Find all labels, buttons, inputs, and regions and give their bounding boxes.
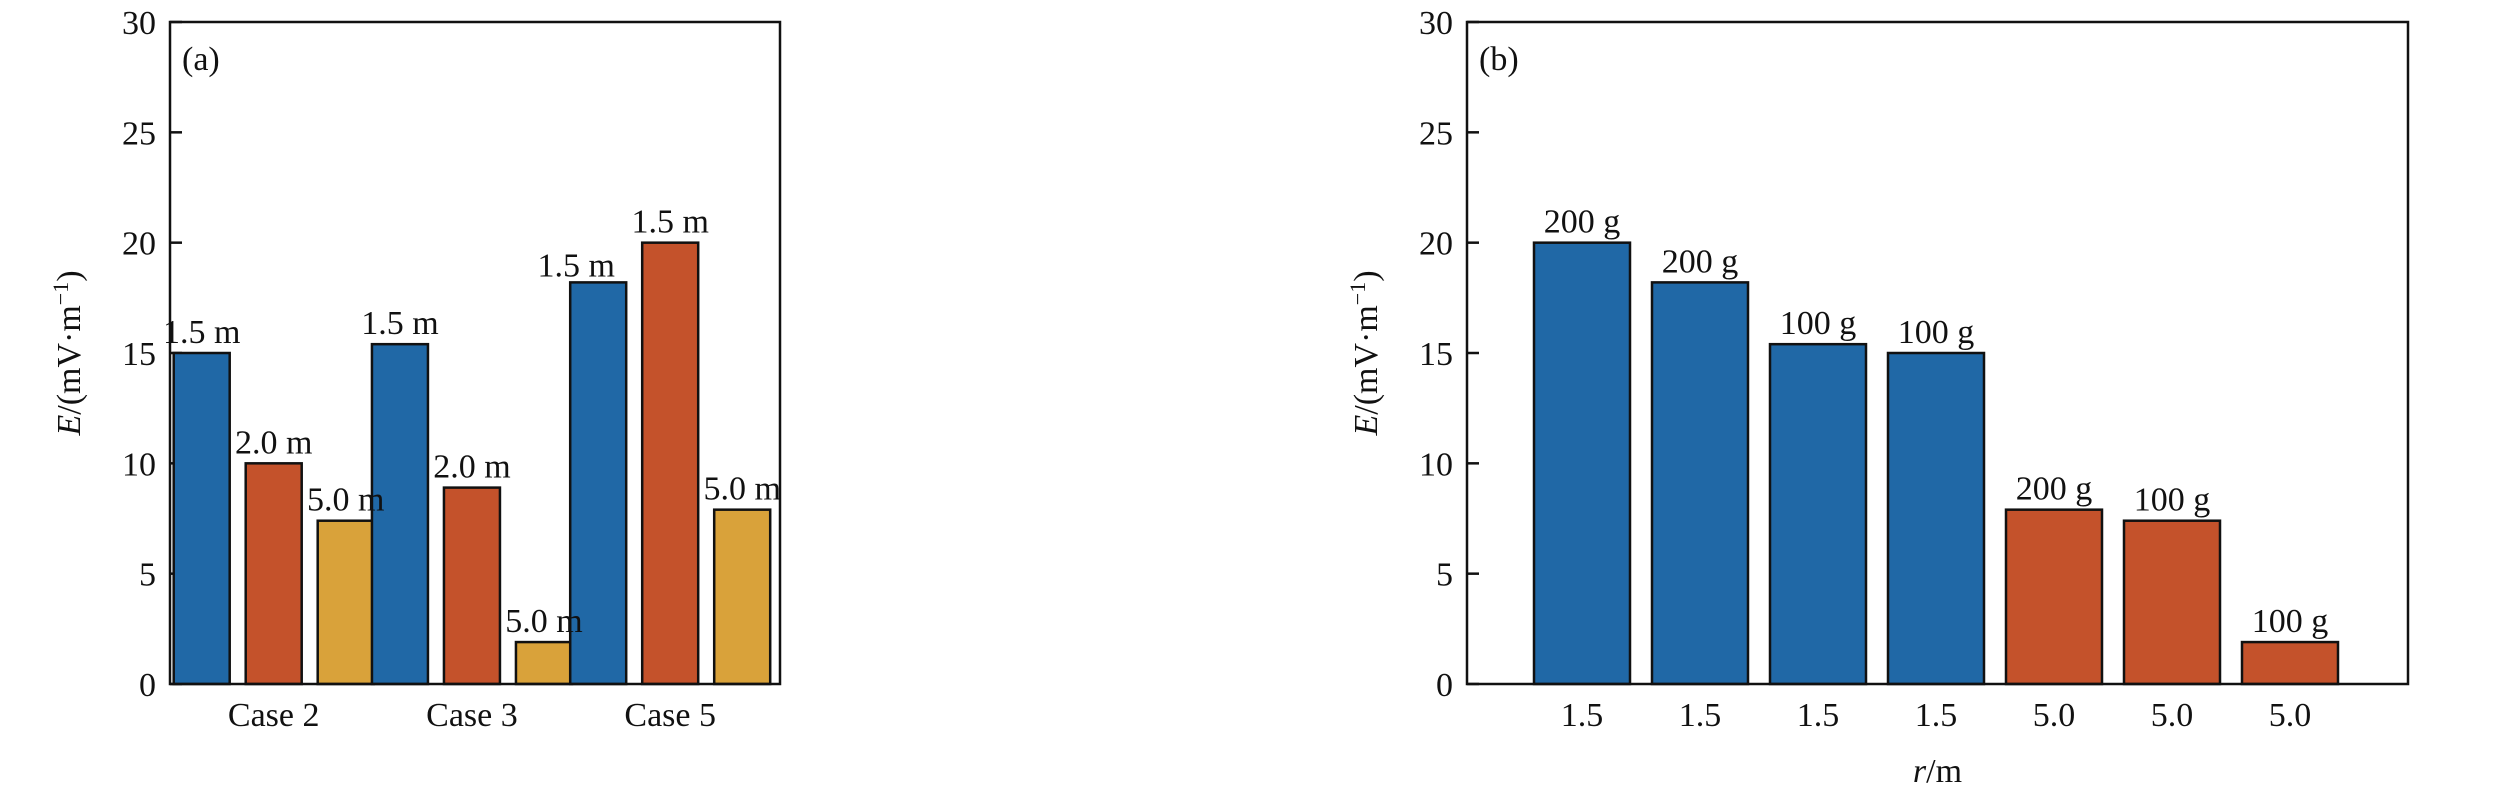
panel-b-xlabel-var: r [1913, 753, 1927, 790]
panel-b-ylabel-sup: −1 [1345, 282, 1370, 305]
panel-b-bars [1532, 241, 2340, 686]
panel-a-label: (a) [182, 41, 220, 78]
panel-a-plot-frame [168, 20, 782, 686]
panel-b-data-label: 200 g [1544, 204, 1621, 241]
panel-a-ylabel-unit: /(mV·m [51, 305, 88, 415]
panel-a-ytick-label: 5 [139, 557, 156, 594]
panel-b-ticks: 0 5 10 15 20 25 30 1.5 1.5 1.5 1.5 5.0 5.0 5.0 [1419, 5, 2311, 734]
panel-a-xtick-label: Case 2 [228, 697, 320, 734]
panel-b-data-label: 200 g [2016, 471, 2093, 508]
panel-a-ytick-label: 10 [122, 446, 156, 483]
panel-a-data-label: 5.0 m [307, 482, 384, 519]
panel-b-plot-frame [1465, 20, 2410, 686]
panel-a-y-axis-label: E/(mV·m−1) [48, 270, 88, 436]
panel-b-ylabel-unit: /(mV·m [1348, 305, 1385, 415]
panel-a-data-label: 5.0 m [703, 471, 780, 508]
panel-b-data-labels: 200 g 200 g 100 g 100 g 200 g 100 g 100 g [1544, 204, 2329, 640]
panel-b-bar [1650, 281, 1750, 686]
panel-a-bar [568, 281, 628, 686]
panel-a-ylabel-var: E [51, 415, 88, 437]
panel-a-data-label: 1.5 m [361, 305, 438, 342]
panel-b-bar [2122, 519, 2222, 686]
panel-b-xtick-label: 5.0 [2269, 697, 2312, 734]
panel-b-xtick-label: 1.5 [1561, 697, 1604, 734]
panel-a-bar [370, 342, 430, 686]
panel-b-xtick-label: 5.0 [2151, 697, 2194, 734]
panel-a-bar [514, 640, 574, 686]
panel-a-ylabel-sup: −1 [48, 282, 73, 305]
panel-a-bar [172, 351, 231, 686]
panel-a-data-label: 1.5 m [631, 204, 708, 241]
panel-a-data-label: 2.0 m [433, 449, 510, 486]
panel-a-data-label: 1.5 m [163, 314, 240, 351]
panel-a-bar [442, 486, 502, 686]
panel-a-xtick-label: Case 3 [426, 697, 518, 734]
panel-a-bar [712, 508, 772, 686]
panel-a-bars [172, 241, 772, 686]
panel-b-bar [2240, 640, 2340, 686]
panel-b-ytick-label: 30 [1419, 5, 1453, 42]
panel-a-data-label: 2.0 m [235, 424, 312, 461]
panel-b-ytick-label: 20 [1419, 226, 1453, 263]
panel-b-y-axis-label: E/(mV·m−1) [1345, 270, 1385, 436]
panel-b-xlabel-unit: /m [1926, 753, 1962, 790]
panel-b-data-label: 100 g [1898, 314, 1975, 351]
panel-a-data-label: 5.0 m [505, 603, 582, 640]
panel-a-bar [640, 241, 700, 686]
panel-b-label: (b) [1479, 41, 1519, 78]
panel-a-ylabel-close: ) [51, 270, 88, 281]
panel-b-ylabel-var: E [1348, 415, 1385, 437]
panel-b-xtick-label: 1.5 [1797, 697, 1840, 734]
panel-a-ytick-label: 0 [139, 667, 156, 704]
panel-b-xtick-label: 1.5 [1915, 697, 1958, 734]
panel-b-bar [2004, 508, 2104, 686]
panel-b-ylabel-close: ) [1348, 270, 1385, 281]
panel-b-data-label: 100 g [1780, 305, 1857, 342]
panel-a-data-labels: 1.5 m 2.0 m 5.0 m 1.5 m 2.0 m 5.0 m 1.5 m 1.5 m… [163, 204, 781, 640]
panel-a-ytick-label: 15 [122, 336, 156, 373]
panel-b-data-label: 200 g [1662, 243, 1739, 280]
panel-b-x-axis-label: r/m [1913, 753, 1962, 790]
panel-b-ytick-label: 0 [1436, 667, 1453, 704]
panel-b-ytick-label: 15 [1419, 336, 1453, 373]
panel-a-ytick-label: 30 [122, 5, 156, 42]
panel-a-ticks: 0 5 10 15 20 25 30 Case 2 Case 3 Case 5 [122, 5, 716, 734]
panel-a-bar [316, 519, 375, 686]
panel-b-ytick-label: 5 [1436, 557, 1453, 594]
panel-b-ytick-label: 25 [1419, 115, 1453, 152]
panel-b-bar [1768, 342, 1868, 686]
panel-a-data-label: 1.5 m [537, 247, 614, 284]
panel-b-bar [1886, 351, 1986, 686]
panel-b-bar [1532, 241, 1632, 686]
panel-a: 0 5 10 15 20 25 30 Case 2 Case 3 Case 5 1.5 m 2.0 … [48, 5, 782, 734]
panel-a-ytick-label: 25 [122, 115, 156, 152]
panel-b-data-label: 100 g [2134, 482, 2211, 519]
panel-b-data-label: 100 g [2252, 603, 2329, 640]
panel-a-bar [244, 462, 303, 686]
panel-b-ytick-label: 10 [1419, 446, 1453, 483]
panel-b-xtick-label: 1.5 [1679, 697, 1722, 734]
panel-b-xtick-label: 5.0 [2033, 697, 2076, 734]
panel-a-xtick-label: Case 5 [624, 697, 716, 734]
panel-a-ytick-label: 20 [122, 226, 156, 263]
